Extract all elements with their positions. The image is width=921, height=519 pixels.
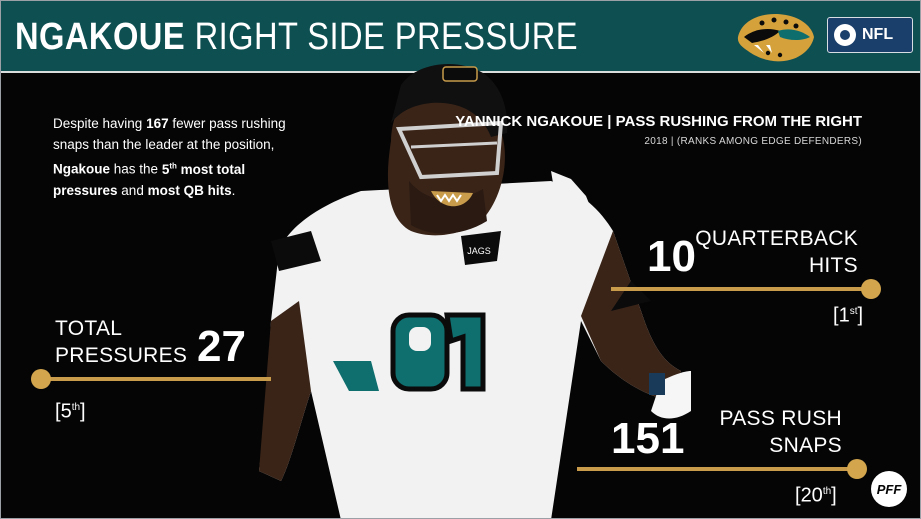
qb-hits-rank-number: 1 [838,304,850,327]
total-pressures-dot [31,369,51,389]
total-pressures-rank: [5th] [55,400,86,423]
total-pressures-rank-number: 5 [60,400,72,423]
pass-rush-snaps-rank-number: 20 [800,484,823,507]
pass-rush-snaps-line [577,467,853,471]
jersey-logo-text: JAGS [467,246,491,256]
intro-text: . [231,182,236,198]
pass-rush-snaps-rank-suffix: th [822,486,832,497]
cbs-eye-icon [834,24,856,46]
qb-hits-label-line2: HITS [808,254,858,277]
total-pressures-label-line1: TOTAL [55,317,123,340]
qb-hits-label: QUARTERBACK HITS [695,225,858,279]
pass-rush-snaps-dot [847,459,867,479]
stats-subtitle: 2018 | (RANKS AMONG EDGE DEFENDERS) [644,136,862,147]
total-pressures-line [43,377,271,381]
qb-hits-dot [861,279,881,299]
player-photo: JAGS [259,63,691,518]
intro-rank: 5th most total pressures [53,161,246,198]
stats-title: YANNICK NGAKOUE | PASS RUSHING FROM THE … [455,113,862,130]
intro-paragraph: Despite having 167 fewer pass rushing sn… [53,113,293,201]
pass-rush-snaps-rank: [20th] [795,484,837,507]
jaguar-head-icon [737,13,814,62]
qb-hits-rank-suffix: st [849,306,858,317]
intro-fewer-count: 167 [146,116,169,131]
intro-most-qb-hits: most QB hits [147,182,232,198]
pass-rush-snaps-label-line2: SNAPS [769,434,842,457]
intro-text: fewer pass rushing snaps than the leader… [53,116,286,152]
header-bar: NGAKOUE RIGHT SIDE PRESSURE NFL [1,1,920,73]
pass-rush-snaps-label: PASS RUSH SNAPS [719,405,842,459]
qb-hits-value: 10 [647,232,696,281]
pass-rush-snaps-value: 151 [611,414,685,463]
intro-player-name: Ngakoue [53,161,111,177]
total-pressures-rank-suffix: th [71,402,81,413]
cbs-nfl-icon: NFL [827,17,913,53]
intro-most-pressures: most total pressures [53,161,246,198]
pass-rush-snaps-label-line1: PASS RUSH [719,407,842,430]
qb-hits-label-line1: QUARTERBACK [695,227,858,250]
intro-text: and [117,182,148,198]
title-player-name: NGAKOUE [15,16,186,58]
qb-hits-line [611,287,863,291]
page-title: NGAKOUE RIGHT SIDE PRESSURE [15,11,578,63]
total-pressures-value: 27 [197,322,246,371]
title-subject: RIGHT SIDE PRESSURE [194,16,579,58]
qb-hits-rank: [1st] [833,304,864,327]
intro-text: has the [110,161,162,177]
pff-icon: PFF [871,471,907,507]
intro-rank-suffix: th [169,161,177,170]
intro-rank-number: 5 [161,161,170,177]
total-pressures-label: TOTAL PRESSURES [55,315,187,369]
network-label: NFL [862,26,894,43]
total-pressures-label-line2: PRESSURES [55,344,188,367]
jersey-number [390,312,486,392]
pff-logo-text: PFF [877,482,903,497]
intro-text: Despite having [53,116,147,131]
